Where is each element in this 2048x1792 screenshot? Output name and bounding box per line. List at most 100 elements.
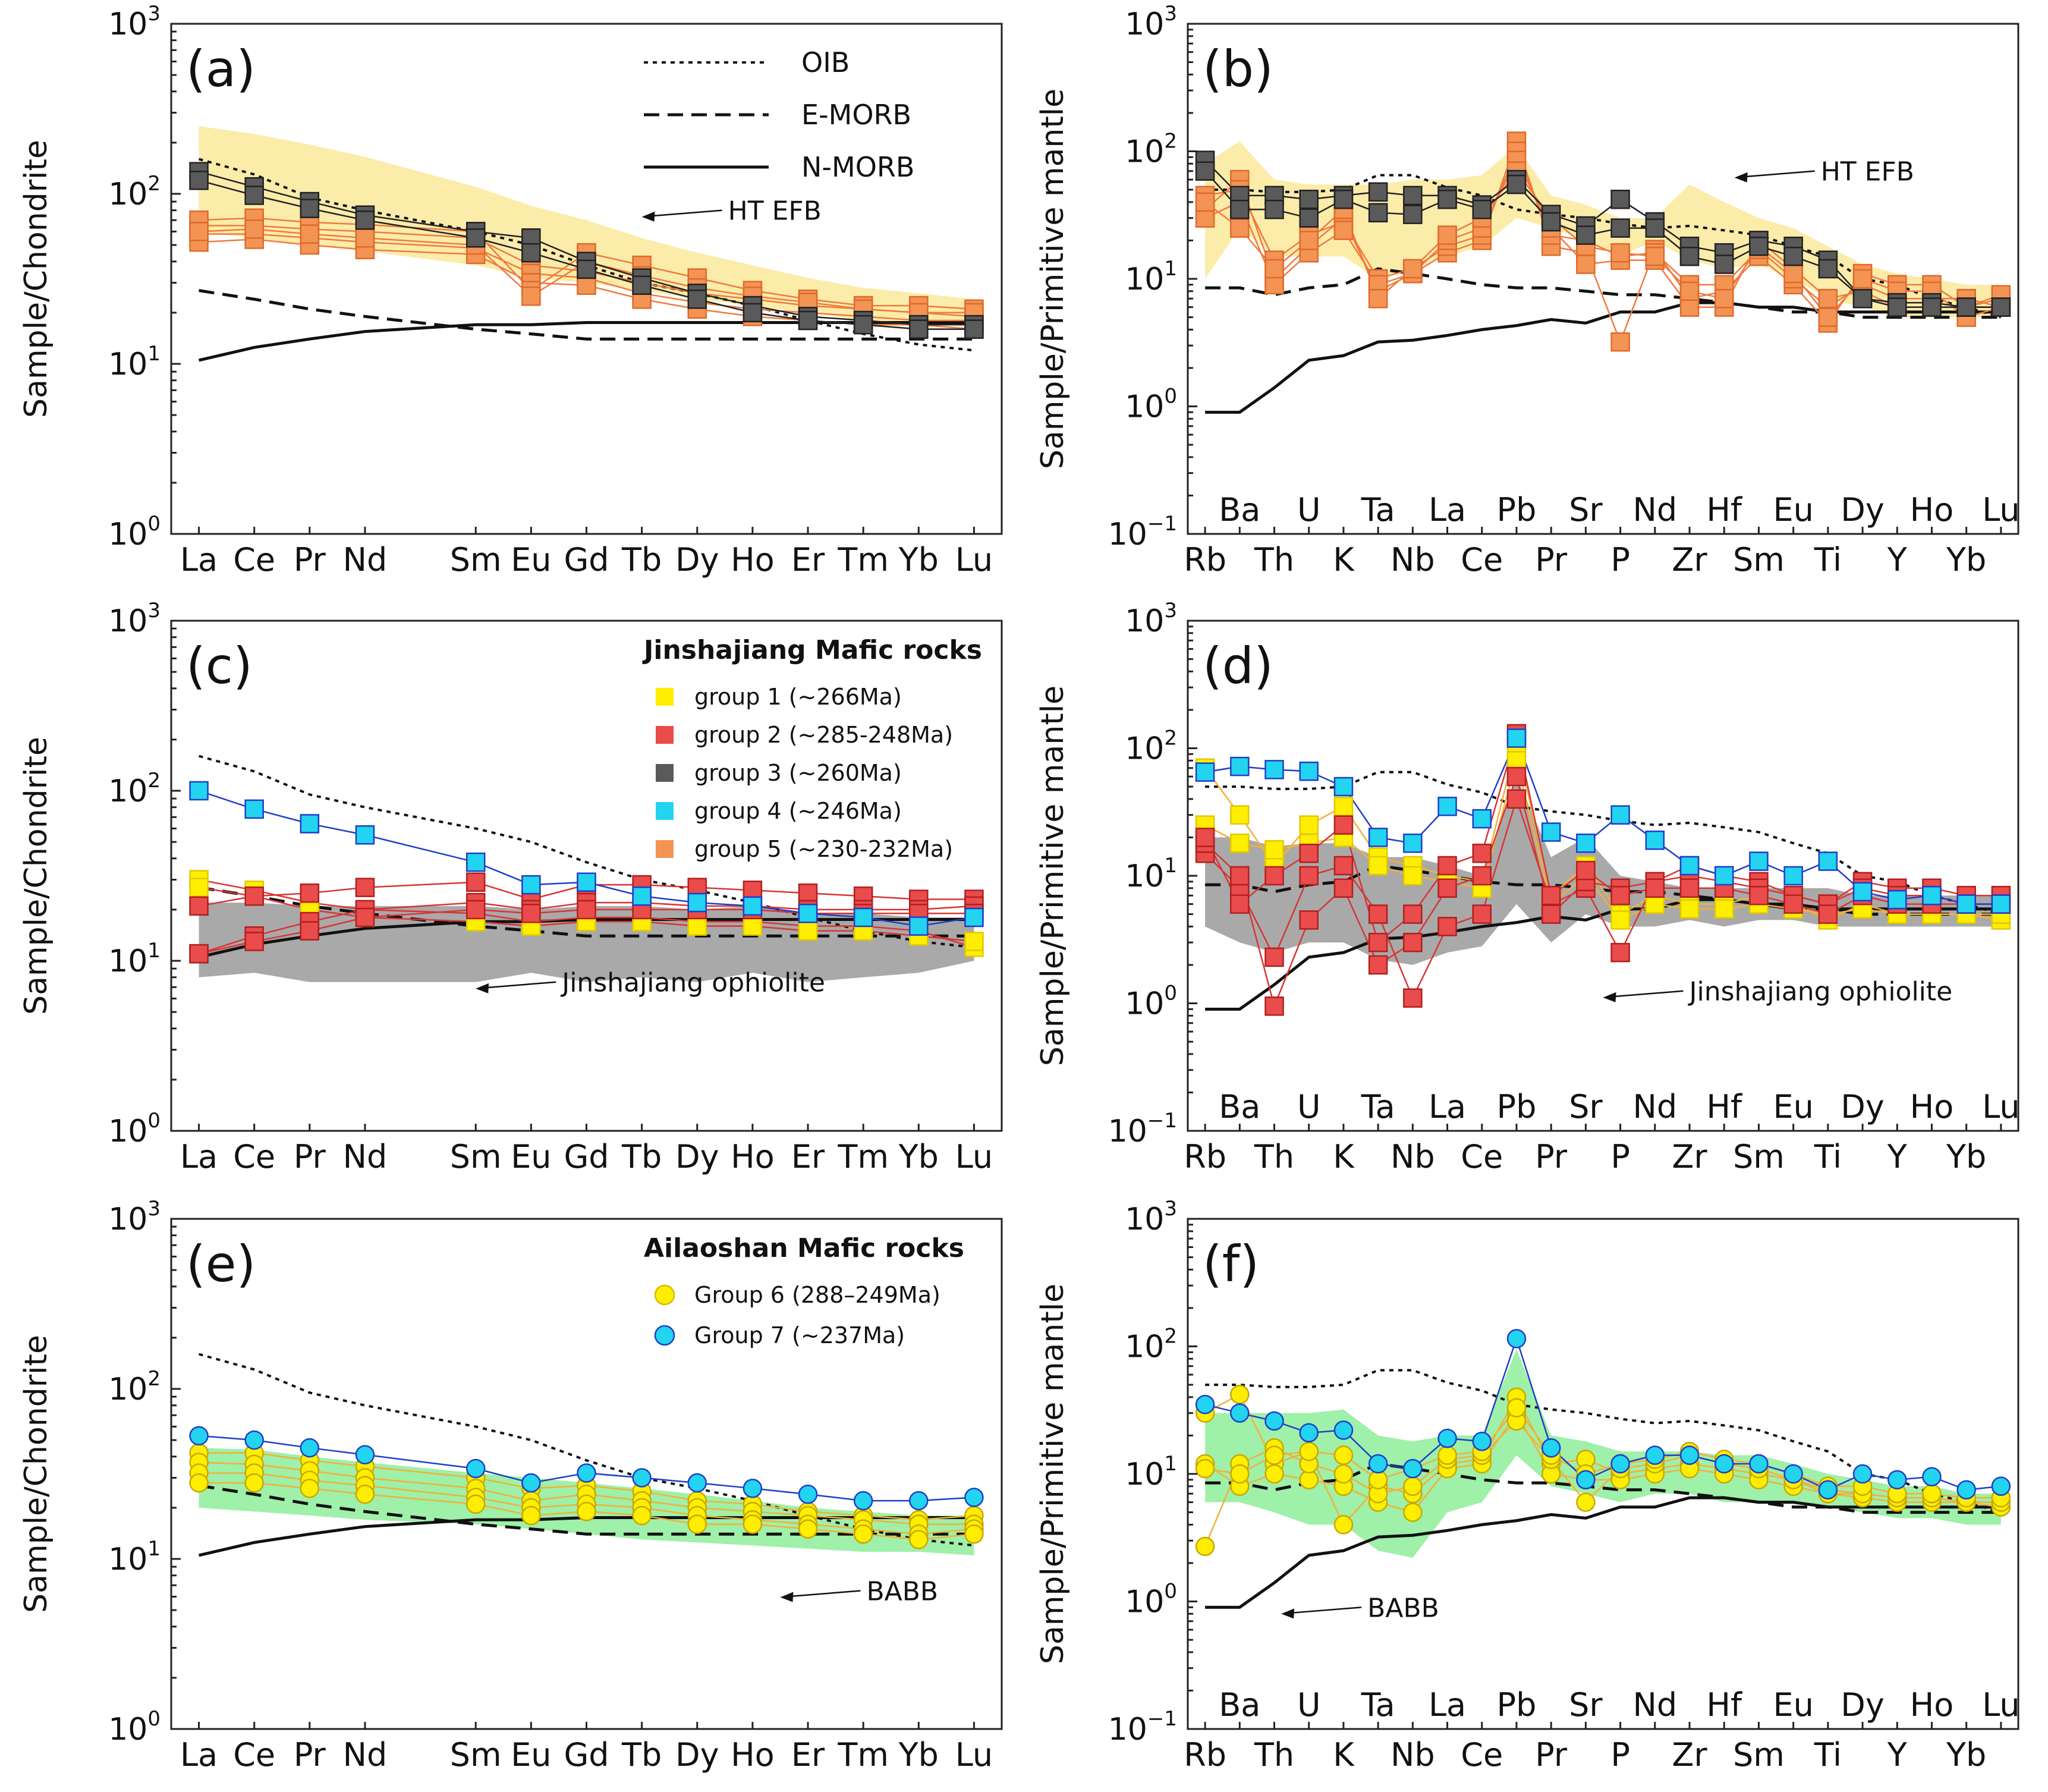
data-point <box>521 243 541 263</box>
x-tick-label: Sm <box>1733 1138 1785 1175</box>
legend-label: Group 6 (288–249Ma) <box>694 1282 940 1308</box>
data-point <box>1610 1454 1630 1474</box>
tick-base: 10 <box>108 774 147 809</box>
data-point <box>743 1479 763 1498</box>
y-tick-label: 10−1 <box>1108 1707 1177 1747</box>
data-point <box>743 1514 763 1534</box>
x-tick-label: Ti <box>1814 541 1842 579</box>
x-tick-label: Yb <box>1946 1138 1986 1175</box>
y-tick-label: 10−1 <box>1108 1109 1177 1149</box>
data-point <box>632 1505 652 1526</box>
tick-base: 10 <box>1125 1329 1164 1365</box>
y-tick-label: 100 <box>1125 982 1177 1022</box>
reference-line-e-morb <box>1205 267 2001 319</box>
data-point <box>300 1479 320 1498</box>
x-tick-label: Lu <box>1982 1686 2019 1724</box>
data-point <box>300 199 320 218</box>
x-tick-label: Ta <box>1361 1088 1395 1125</box>
x-tick-label: Gd <box>564 1138 609 1175</box>
data-point <box>687 290 707 309</box>
data-point <box>1403 186 1423 206</box>
data-point <box>1368 203 1388 223</box>
annotation-label: BABB <box>1367 1593 1439 1623</box>
x-tick-label: Sm <box>450 1736 502 1774</box>
data-point <box>577 1463 596 1483</box>
data-point <box>1403 988 1423 1008</box>
data-point <box>743 916 763 936</box>
data-point <box>1852 882 1873 902</box>
x-tick-label: Eu <box>511 1736 551 1774</box>
x-tick-label: Pr <box>294 541 326 579</box>
x-tick-label: La <box>1429 1088 1466 1125</box>
y-tick-label: 10−1 <box>1108 512 1177 552</box>
data-point <box>687 1514 707 1534</box>
data-point <box>1333 878 1354 898</box>
data-point <box>355 907 375 928</box>
annotation: BABB <box>1281 1593 1439 1623</box>
data-point <box>1610 942 1630 963</box>
data-point <box>1783 246 1803 266</box>
x-tick-label: Tm <box>837 1736 889 1774</box>
data-point <box>1195 192 1215 212</box>
data-point <box>964 932 984 951</box>
data-point <box>1714 288 1734 309</box>
x-tick-label: Pr <box>1535 1138 1568 1175</box>
data-point <box>1195 762 1215 782</box>
arrow-head <box>1734 172 1748 183</box>
x-tick-label: Sr <box>1569 491 1603 529</box>
data-point <box>244 186 264 205</box>
data-point <box>300 1438 320 1458</box>
data-point <box>743 881 763 900</box>
y-tick-label: 100 <box>1125 385 1177 425</box>
data-point <box>1230 894 1250 914</box>
x-tick-label: Ta <box>1361 1686 1395 1724</box>
x-tick-label: Ce <box>1461 1736 1503 1774</box>
tick-base: 10 <box>1125 1457 1164 1492</box>
x-tick-label: La <box>180 1736 218 1774</box>
x-tick-label: Tm <box>837 541 889 579</box>
y-tick-label: 102 <box>108 769 161 809</box>
data-point <box>1852 288 1873 309</box>
x-tick-label: Nb <box>1390 1736 1435 1774</box>
data-point <box>1506 1329 1527 1348</box>
annotation: BABB <box>780 1577 938 1607</box>
data-point <box>909 1491 929 1511</box>
tick-exponent: 2 <box>1164 727 1177 750</box>
data-point <box>909 916 929 936</box>
y-tick-label: 103 <box>1125 599 1177 639</box>
tick-exponent: 3 <box>1164 1197 1177 1221</box>
data-point <box>1333 856 1354 876</box>
data-point <box>1783 866 1803 886</box>
x-tick-label: K <box>1333 1138 1355 1175</box>
x-tick-label: Eu <box>511 541 551 579</box>
data-point <box>1645 878 1665 898</box>
x-tick-label: Nd <box>343 541 388 579</box>
x-tick-label: Pr <box>294 1138 326 1175</box>
x-tick-label: Sm <box>450 541 502 579</box>
data-point <box>1576 254 1596 274</box>
x-tick-label: Th <box>1254 1736 1294 1774</box>
y-tick-label: 103 <box>1125 1197 1177 1237</box>
tick-exponent: 2 <box>1164 1325 1177 1348</box>
data-point <box>189 896 209 916</box>
tick-exponent: −1 <box>1147 1109 1177 1133</box>
data-point <box>1437 1428 1457 1448</box>
panel-b: 10−1100101102103RbBaThUKTaNbLaCePbPrSrPN… <box>1035 2 2020 579</box>
data-point <box>189 944 209 964</box>
data-point <box>1403 833 1423 853</box>
x-tick-label: Ho <box>1910 1686 1954 1724</box>
data-point <box>1333 1515 1354 1535</box>
x-tick-label: Ba <box>1219 1686 1260 1724</box>
data-point <box>1679 878 1700 898</box>
x-tick-label: Lu <box>1982 1088 2019 1125</box>
data-point <box>1195 208 1215 228</box>
data-point <box>300 814 320 834</box>
data-point <box>909 319 929 339</box>
x-tick-label: Pr <box>1535 1736 1568 1774</box>
x-tick-label: Rb <box>1184 541 1226 579</box>
data-point <box>1195 828 1215 847</box>
data-point <box>1783 263 1803 284</box>
tick-exponent: −1 <box>1147 512 1177 536</box>
data-point <box>465 228 486 248</box>
